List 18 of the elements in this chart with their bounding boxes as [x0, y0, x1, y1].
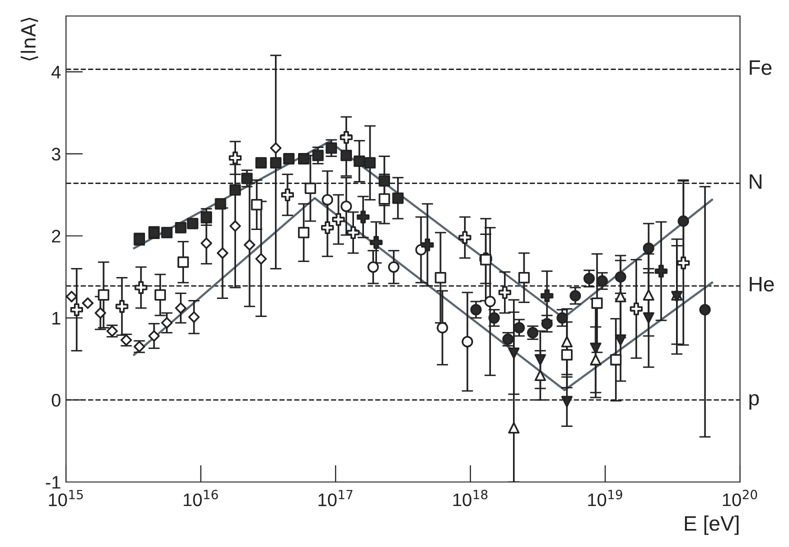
y-tick-label: 2	[52, 230, 60, 242]
x-tick-label: 10$^{19}$	[588, 490, 622, 506]
y-tick-label: 1	[52, 312, 60, 324]
ref-line-label: Fe	[750, 60, 772, 75]
x-axis-title: E [eV]	[684, 516, 739, 535]
y-tick-label: 3	[52, 148, 60, 161]
x-tick-label: 10$^{20}$	[722, 490, 758, 506]
y-axis-title: ⟨lnA⟩	[20, 18, 38, 60]
ref-line-label: p	[749, 394, 759, 410]
x-tick-label: 10$^{15}$	[48, 490, 83, 506]
x-tick-label: 10$^{17}$	[318, 490, 352, 506]
y-tick-label: -1	[46, 476, 60, 489]
x-tick-label: 10$^{16}$	[184, 490, 218, 506]
y-tick-label: 0	[52, 394, 60, 407]
ref-line-label: He	[750, 276, 774, 292]
ref-line-label: N	[750, 174, 762, 189]
x-tick-label: 10$^{18}$	[453, 490, 488, 506]
y-tick-label: 4	[52, 66, 61, 78]
